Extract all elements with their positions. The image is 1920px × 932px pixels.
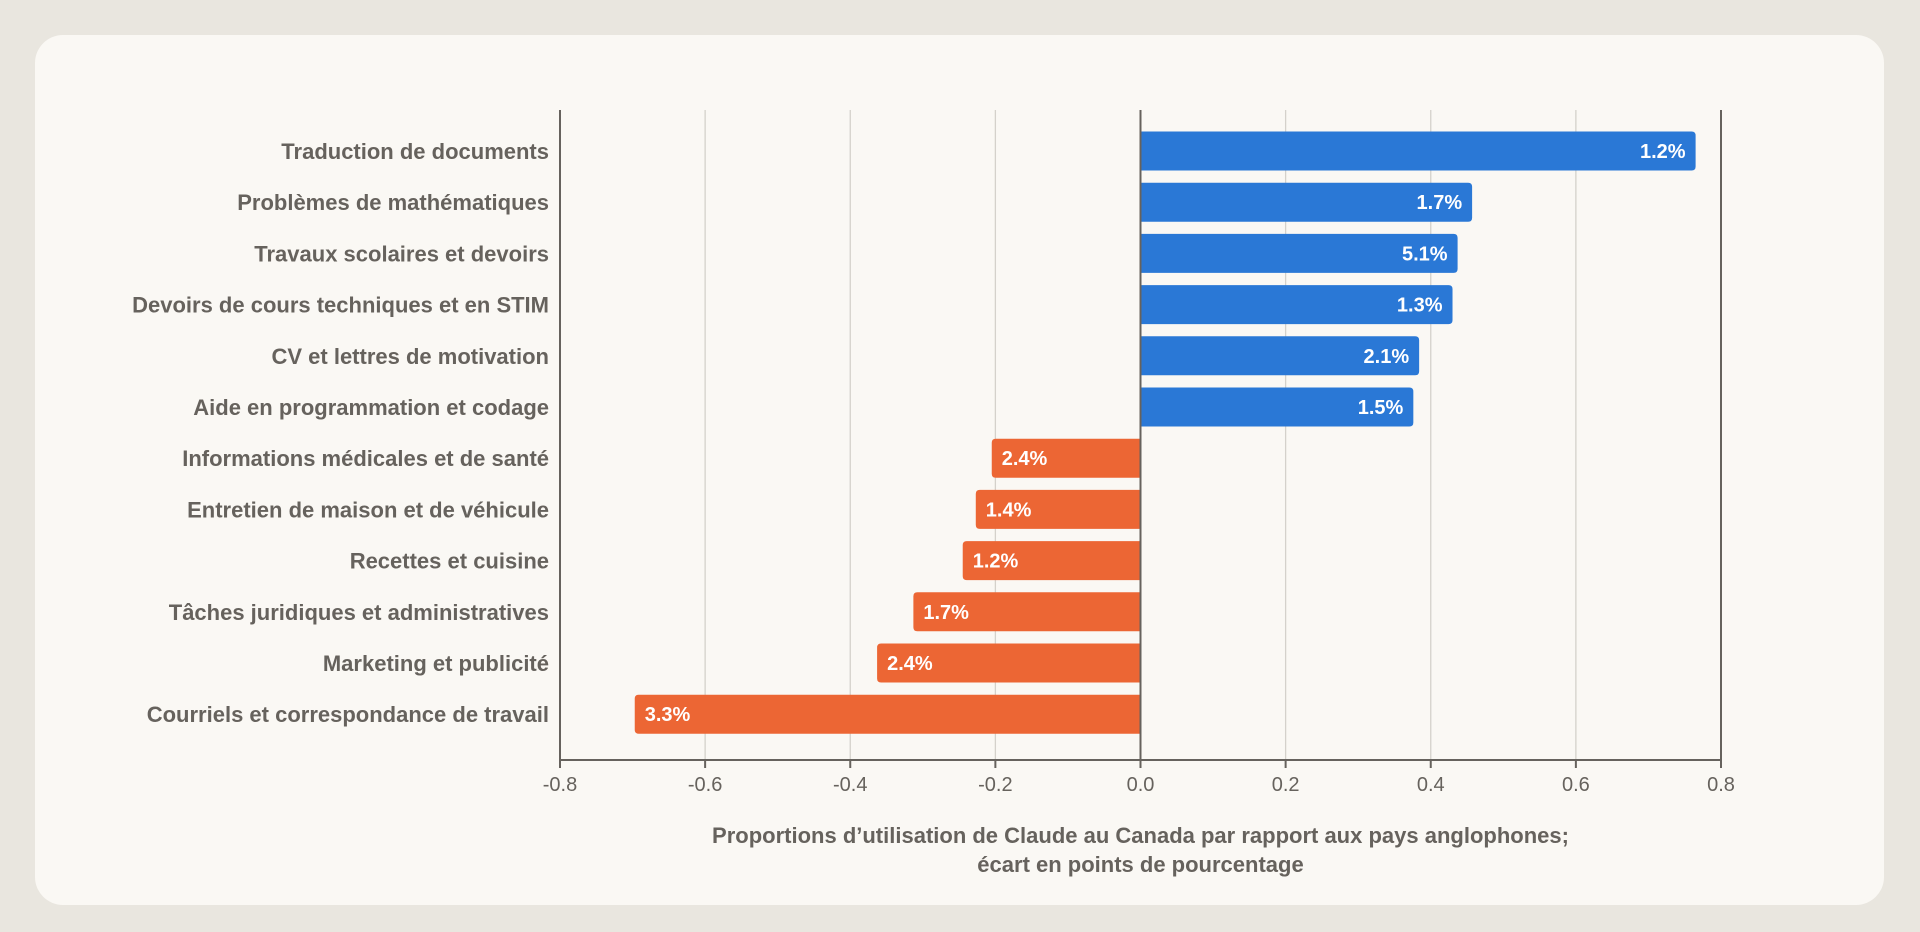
chart-card: 1.2% 1.7% 5.1% 1.3% 2.1% 1.5% 2.4% 1.4% 1.2% 1.7%… (35, 35, 1884, 905)
bar-value-label: 1.2% (973, 551, 1019, 573)
bar (913, 592, 1141, 632)
bar (1140, 387, 1414, 427)
category-label: Travaux scolaires et devoirs (254, 241, 549, 266)
x-tick-label: 0.6 (1562, 774, 1590, 796)
bar-value-label: 1.7% (923, 602, 969, 624)
bar-value-label: 5.1% (1402, 243, 1448, 265)
category-labels: Traduction de documents Problèmes de math… (132, 139, 549, 727)
bars: 1.2% 1.7% 5.1% 1.3% 2.1% 1.5% 2.4% 1.4% 1.2% 1.7%… (634, 131, 1696, 734)
category-label: Tâches juridiques et administratives (169, 600, 549, 625)
category-label: Marketing et publicité (323, 651, 549, 676)
bar (991, 438, 1141, 478)
bar-chart: 1.2% 1.7% 5.1% 1.3% 2.1% 1.5% 2.4% 1.4% 1.2% 1.7%… (132, 110, 1735, 877)
category-label: Informations médicales et de santé (182, 446, 549, 471)
x-tick-label: 0.2 (1272, 774, 1300, 796)
bar (1140, 131, 1696, 171)
bar (634, 694, 1141, 734)
bar-value-label: 3.3% (645, 704, 691, 726)
category-label: Courriels et correspondance de travail (147, 702, 549, 727)
x-tick-label: -0.8 (543, 774, 577, 796)
bar-value-label: 1.5% (1358, 397, 1404, 419)
x-axis-title: Proportions d’utilisation de Claude au C… (712, 823, 1569, 877)
bar-value-label: 2.4% (1002, 448, 1048, 470)
category-label: Traduction de documents (281, 139, 549, 164)
bar (975, 489, 1141, 529)
x-tick-labels: -0.8 -0.6 -0.4 -0.2 0.0 0.2 0.4 0.6 0.8 (543, 774, 1735, 796)
bar-value-label: 1.7% (1417, 192, 1463, 214)
x-tick-label: 0.8 (1707, 774, 1735, 796)
x-axis-title-line: écart en points de pourcentage (977, 852, 1303, 877)
axes (559, 110, 1722, 768)
category-label: Problèmes de mathématiques (237, 190, 549, 215)
bar-value-label: 1.4% (986, 499, 1032, 521)
bar-value-label: 2.1% (1364, 346, 1410, 368)
category-label: Entretien de maison et de véhicule (187, 497, 549, 522)
x-tick-label: 0.0 (1127, 774, 1155, 796)
x-tick-label: -0.6 (688, 774, 722, 796)
x-tick-label: 0.4 (1417, 774, 1445, 796)
bar-value-label: 2.4% (887, 653, 933, 675)
category-label: CV et lettres de motivation (271, 344, 549, 369)
bar (1140, 182, 1473, 222)
category-label: Recettes et cuisine (350, 549, 549, 574)
x-axis-title-line: Proportions d’utilisation de Claude au C… (712, 823, 1569, 848)
x-tick-label: -0.4 (833, 774, 867, 796)
category-label: Devoirs de cours techniques et en STIM (132, 293, 549, 318)
bar-value-label: 1.3% (1397, 295, 1443, 317)
bar (1140, 336, 1420, 376)
x-tick-label: -0.2 (978, 774, 1012, 796)
category-label: Aide en programmation et codage (193, 395, 549, 420)
bar (962, 541, 1141, 581)
bar-value-label: 1.2% (1640, 141, 1686, 163)
bar (1140, 285, 1453, 325)
bar (1140, 233, 1458, 273)
bar (877, 643, 1141, 683)
